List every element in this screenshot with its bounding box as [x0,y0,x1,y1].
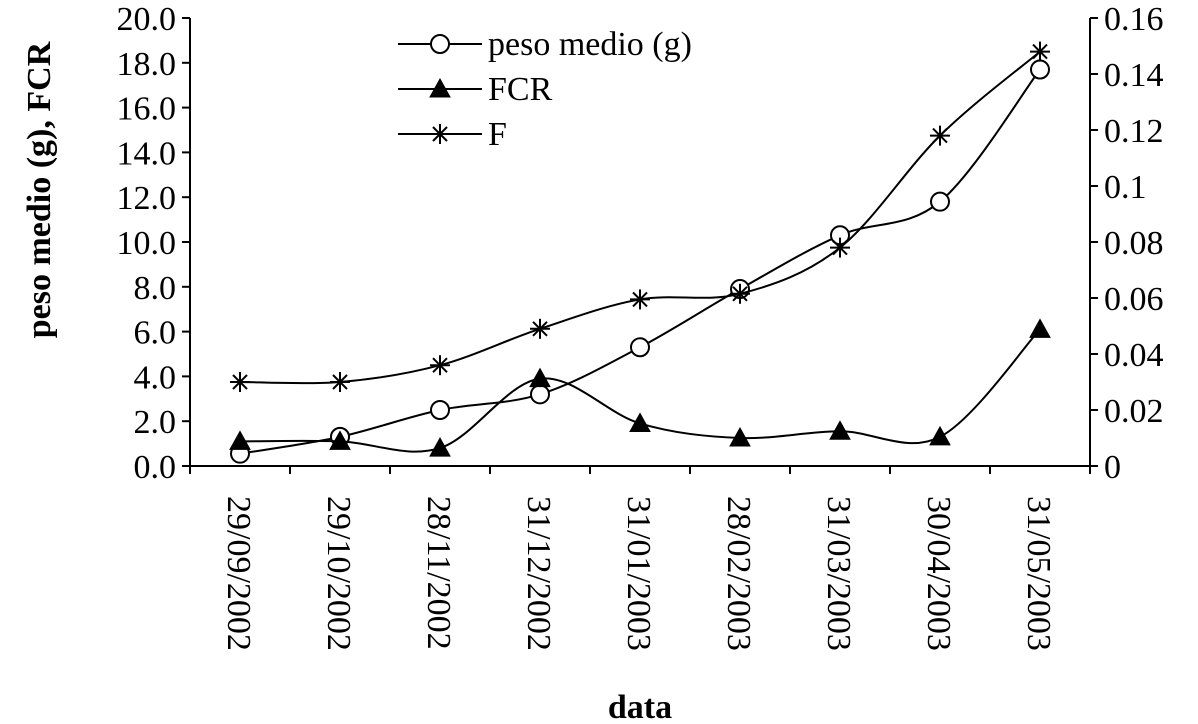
data-point [1030,59,1050,80]
data-point [630,337,650,358]
x-tick-label: 29/09/2002 [220,496,257,651]
left-tick-label: 6.0 [134,315,177,352]
legend-label: FCR [488,71,553,108]
x-axis-label: data [608,689,672,724]
data-point [930,191,950,212]
right-tick-label: 0.02 [1104,393,1164,430]
right-tick-label: 0.06 [1104,281,1164,318]
data-point [329,430,351,450]
series-line [239,50,1041,385]
data-point [330,372,350,392]
right-axis-ticks: 0 0.02 0.04 0.06 0.08 0.1 0.12 0.14 0.16 [1090,1,1164,486]
right-tick-label: 0.08 [1104,225,1164,262]
left-tick-label: 18.0 [117,46,177,83]
x-tick-label: 29/10/2002 [320,496,357,651]
left-tick-label: 4.0 [134,359,177,396]
x-tick-label: 31/03/2003 [820,496,857,651]
x-tick-label: 28/02/2003 [720,496,757,651]
left-tick-label: 14.0 [117,135,177,172]
data-point [529,367,551,388]
series-triangle [229,318,1051,457]
left-tick-label: 10.0 [117,225,177,262]
left-tick-label: 0.0 [134,449,177,486]
data-point [830,237,850,258]
x-tick-label: 30/04/2003 [920,496,957,651]
x-axis-ticks: 29/09/2002 29/10/2002 28/11/2002 31/12/2002… [189,466,1091,651]
left-tick-label: 12.0 [117,180,177,217]
right-tick-label: 0.16 [1104,1,1164,38]
data-point [829,420,851,440]
x-tick-label: 28/11/2002 [420,496,457,650]
data-point [729,426,751,447]
data-point [430,355,450,376]
data-point [930,125,950,146]
data-point [929,425,951,446]
data-point [630,289,650,310]
legend-marker [430,124,450,144]
data-point [429,437,451,457]
data-point [430,400,450,420]
y-axis-label: peso medio (g), FCR [21,41,58,338]
data-point [530,318,550,339]
series-line [239,68,1041,455]
legend-entry: FCR [398,71,553,108]
legend-entry: F [398,116,507,153]
legend-label: F [488,116,507,153]
series-circle [230,59,1050,464]
axes [189,18,1091,467]
right-tick-label: 0 [1104,449,1121,486]
data-point [1029,318,1051,338]
series-asterisk [230,41,1050,392]
right-tick-label: 0.12 [1104,113,1164,150]
legend: peso medio (g) FCR F [398,26,692,153]
legend-marker [429,77,451,98]
x-tick-label: 31/01/2003 [620,496,657,651]
left-tick-label: 16.0 [117,91,177,128]
series-layer [229,41,1051,464]
left-tick-label: 8.0 [134,270,177,307]
data-point [730,283,750,304]
left-tick-label: 20.0 [117,1,177,38]
right-tick-label: 0.14 [1104,57,1164,94]
left-axis-ticks: 0.0 2.0 4.0 6.0 8.0 10.0 12.0 14.0 16.0 18.0 20.0 [117,1,190,486]
data-point [229,430,251,450]
data-point [230,372,250,392]
right-tick-label: 0.1 [1104,169,1147,206]
data-point [530,384,550,405]
data-point [1030,41,1050,62]
x-tick-label: 31/05/2003 [1020,496,1057,651]
legend-label: peso medio (g) [488,26,692,63]
left-tick-label: 2.0 [134,404,177,441]
x-tick-label: 31/12/2002 [520,496,557,651]
legend-entry: peso medio (g) [398,26,692,63]
data-point [629,412,651,432]
legend-marker [430,34,450,54]
right-tick-label: 0.04 [1104,337,1164,374]
